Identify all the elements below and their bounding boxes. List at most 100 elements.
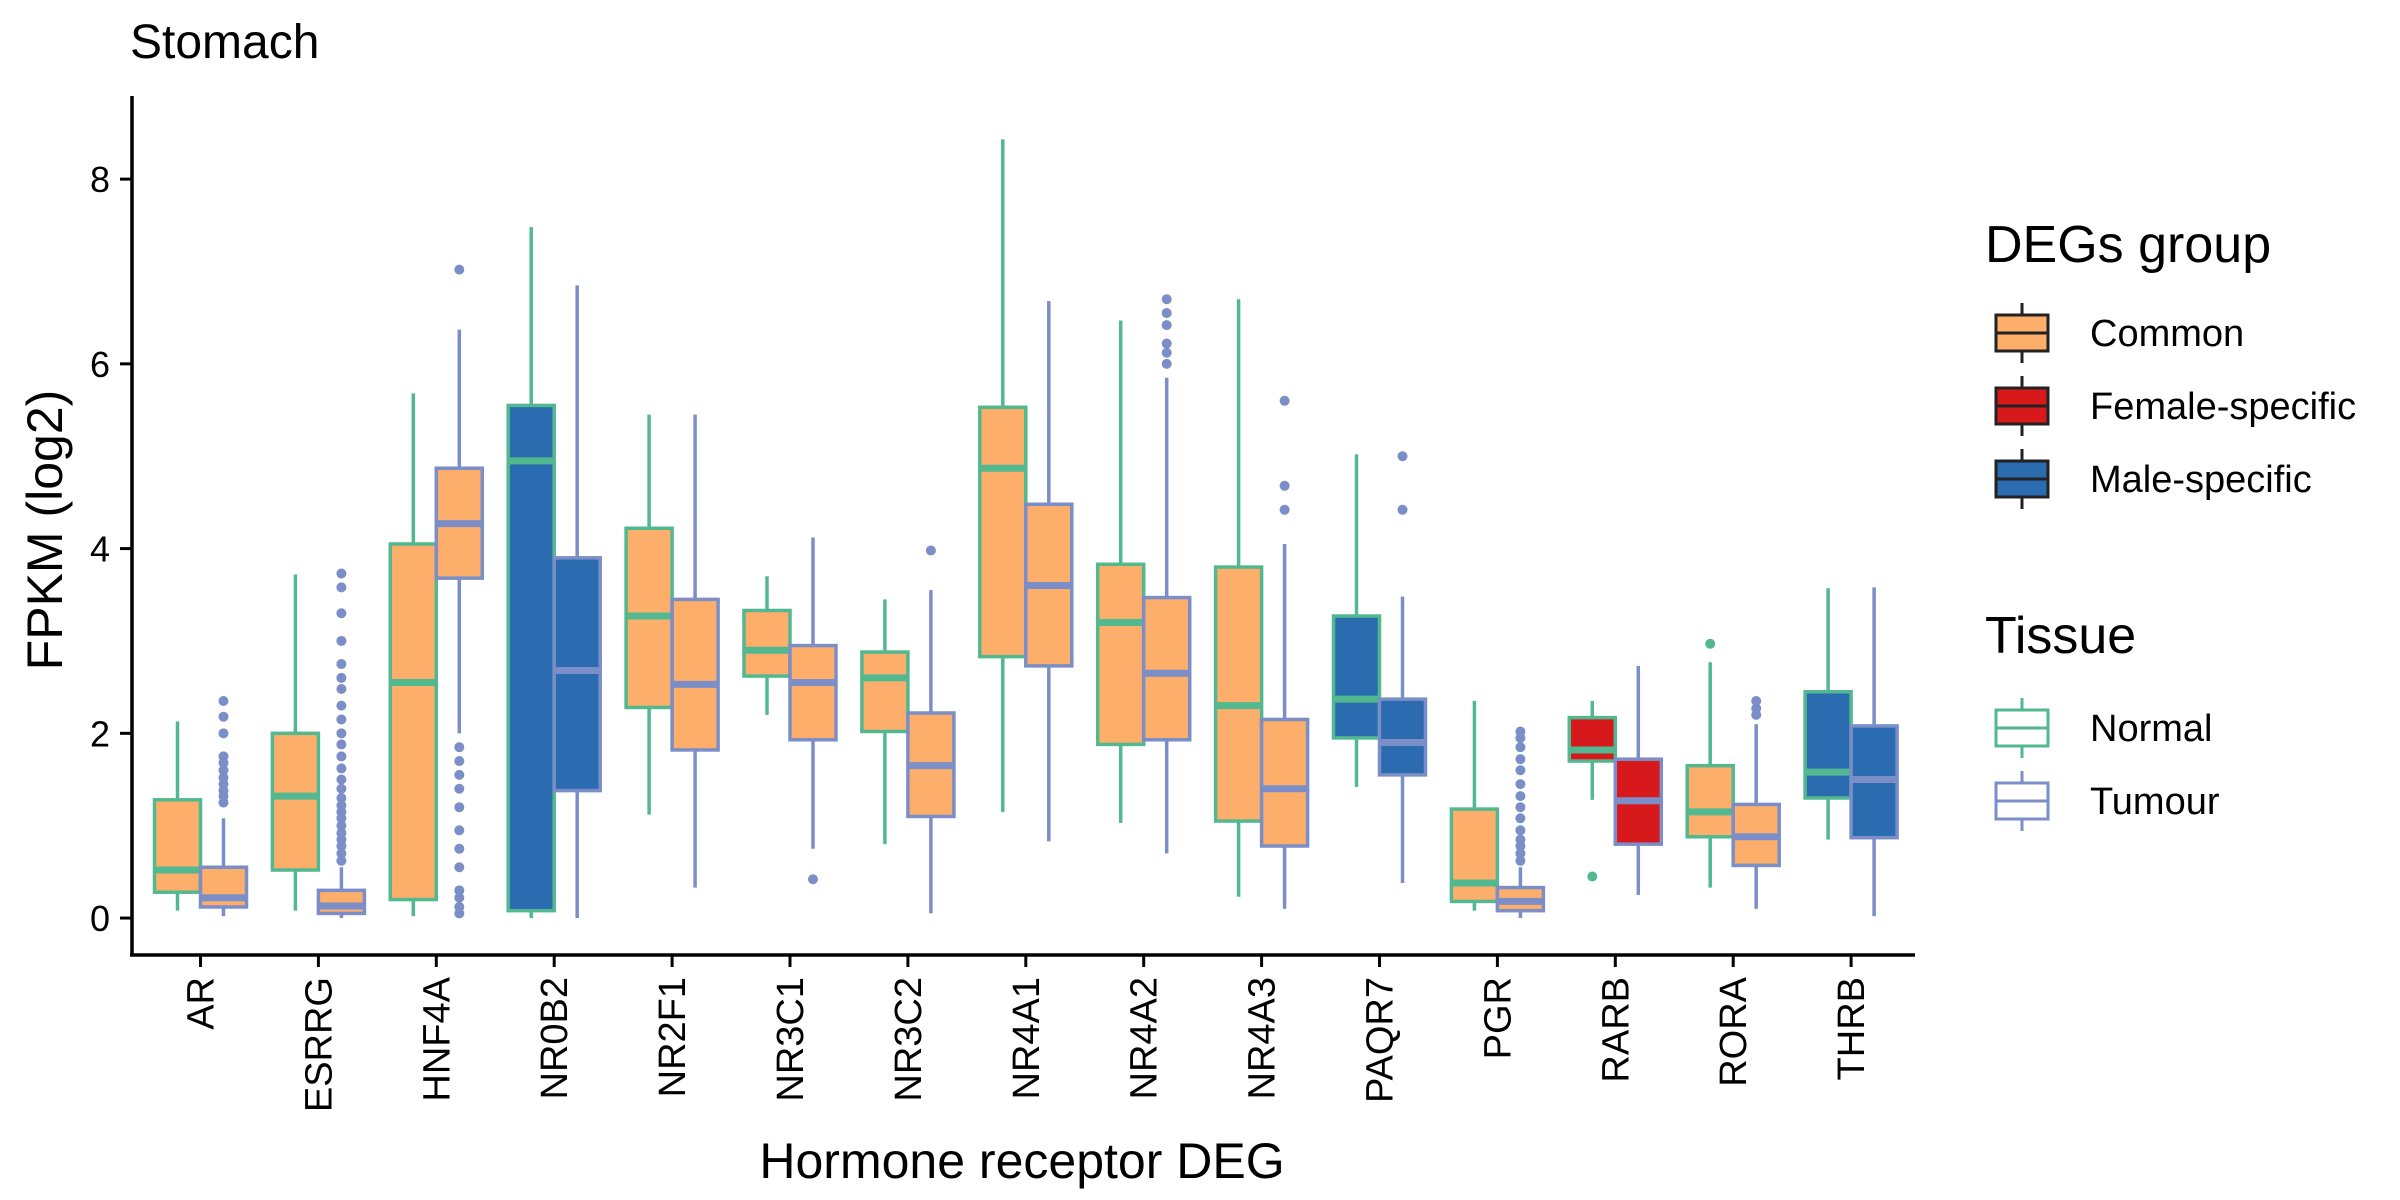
outlier-point (336, 763, 347, 774)
outlier-point (336, 848, 347, 859)
outlier-point (1751, 695, 1762, 706)
outlier-point (336, 683, 347, 694)
box-body (1449, 807, 1500, 904)
outlier-point (1515, 791, 1526, 802)
outlier-point (336, 828, 347, 839)
outlier-point (1279, 395, 1290, 406)
outlier-point (336, 608, 347, 619)
outlier-point (1397, 451, 1408, 462)
outlier-point (1515, 855, 1526, 866)
x-tick-label: AR (181, 977, 223, 1030)
outlier-point (218, 695, 229, 706)
box-tumour-pgr (1495, 726, 1546, 919)
outlier-point (1161, 294, 1172, 305)
box-body (316, 888, 367, 916)
outlier-point (454, 862, 465, 873)
legend-label: Tumour (2090, 781, 2220, 823)
legend-fill-title: DEGs group (1985, 216, 2271, 274)
outlier-point (336, 635, 347, 646)
box-tumour-rarb (1613, 665, 1664, 895)
box-tumour-paqr7 (1377, 451, 1428, 883)
outlier-point (336, 774, 347, 785)
outlier-point (454, 901, 465, 912)
plot-area (152, 139, 1899, 919)
box-body (1259, 717, 1310, 848)
box-tumour-hnf4a (434, 264, 485, 919)
box-normal-paqr7 (1331, 454, 1382, 787)
y-axis-label: FPKM (log2) (17, 390, 73, 671)
outlier-point (218, 711, 229, 722)
outlier-point (454, 885, 465, 896)
outlier-point (808, 874, 818, 885)
outlier-point (454, 802, 465, 813)
box-body (1213, 565, 1264, 823)
legend-outline-items: Normal Tumour (1994, 698, 2220, 831)
legend-label: Normal (2090, 708, 2212, 750)
outlier-point (1515, 779, 1526, 790)
box-normal-nr0b2 (506, 227, 556, 919)
outlier-point (218, 765, 229, 776)
x-axis-label: Hormone receptor DEG (759, 1133, 1284, 1189)
box-normal-nr4a2 (1095, 320, 1146, 823)
box-body (388, 542, 439, 902)
outlier-point (336, 751, 347, 762)
box-tumour-thrb (1849, 587, 1899, 917)
outlier-point (1515, 765, 1526, 776)
x-tick-label: NR3C2 (888, 977, 930, 1102)
outlier-point (336, 792, 347, 803)
outlier-point (1161, 358, 1172, 369)
outlier-point (336, 739, 347, 750)
outlier-point (1587, 871, 1598, 882)
box-body (1803, 690, 1853, 800)
box-body (742, 608, 792, 678)
outlier-point (336, 568, 347, 579)
box-normal-thrb (1803, 588, 1853, 840)
outlier-point (1279, 504, 1290, 515)
box-body (978, 405, 1028, 659)
outlier-point (1161, 347, 1172, 358)
outlier-point (454, 892, 465, 903)
x-tick-label: PAQR7 (1360, 977, 1402, 1103)
legend-label: Male-specific (2090, 459, 2312, 501)
outlier-point (336, 728, 347, 739)
outlier-point (1279, 480, 1290, 491)
box-tumour-ar (198, 695, 249, 917)
box-tumour-esrrg (316, 568, 367, 919)
outlier-point (336, 820, 347, 831)
box-body (1095, 562, 1146, 747)
box-normal-nr4a1 (978, 139, 1028, 812)
y-tick-label: 0 (90, 898, 110, 939)
box-normal-nr2f1 (624, 414, 674, 815)
box-tumour-nr3c1 (788, 537, 838, 885)
x-tick-label: NR4A2 (1124, 977, 1166, 1100)
outlier-point (1515, 825, 1526, 836)
outlier-point (1705, 638, 1716, 649)
outlier-point (454, 825, 465, 836)
box-body (1141, 595, 1192, 742)
legend: DEGs group Tissue Common Female-specific M… (1985, 216, 2356, 831)
chart-title: Stomach (130, 16, 319, 69)
box-normal-nr3c1 (742, 576, 792, 715)
outlier-point (1515, 742, 1526, 753)
y-tick-label: 2 (90, 713, 110, 754)
box-body (1377, 697, 1428, 777)
outlier-point (336, 582, 347, 593)
legend-fill-items: Common Female-specific Male-specific (1994, 303, 2356, 509)
box-body (788, 643, 838, 742)
box-tumour-nr4a1 (1024, 301, 1074, 842)
box-normal-pgr (1449, 700, 1500, 911)
legend-outline-title: Tissue (1985, 607, 2136, 665)
outlier-point (1161, 320, 1172, 331)
outlier-point (336, 659, 347, 670)
y-tick-label: 8 (90, 159, 110, 200)
x-tick-label: HNF4A (416, 976, 458, 1101)
outlier-point (336, 855, 347, 866)
outlier-point (1515, 726, 1526, 737)
outlier-point (1751, 703, 1762, 714)
x-tick-label: NR2F1 (652, 977, 694, 1097)
outlier-point (336, 800, 347, 811)
x-tick-label: RORA (1713, 976, 1755, 1086)
box-normal-esrrg (270, 574, 321, 911)
outlier-point (1515, 813, 1526, 824)
